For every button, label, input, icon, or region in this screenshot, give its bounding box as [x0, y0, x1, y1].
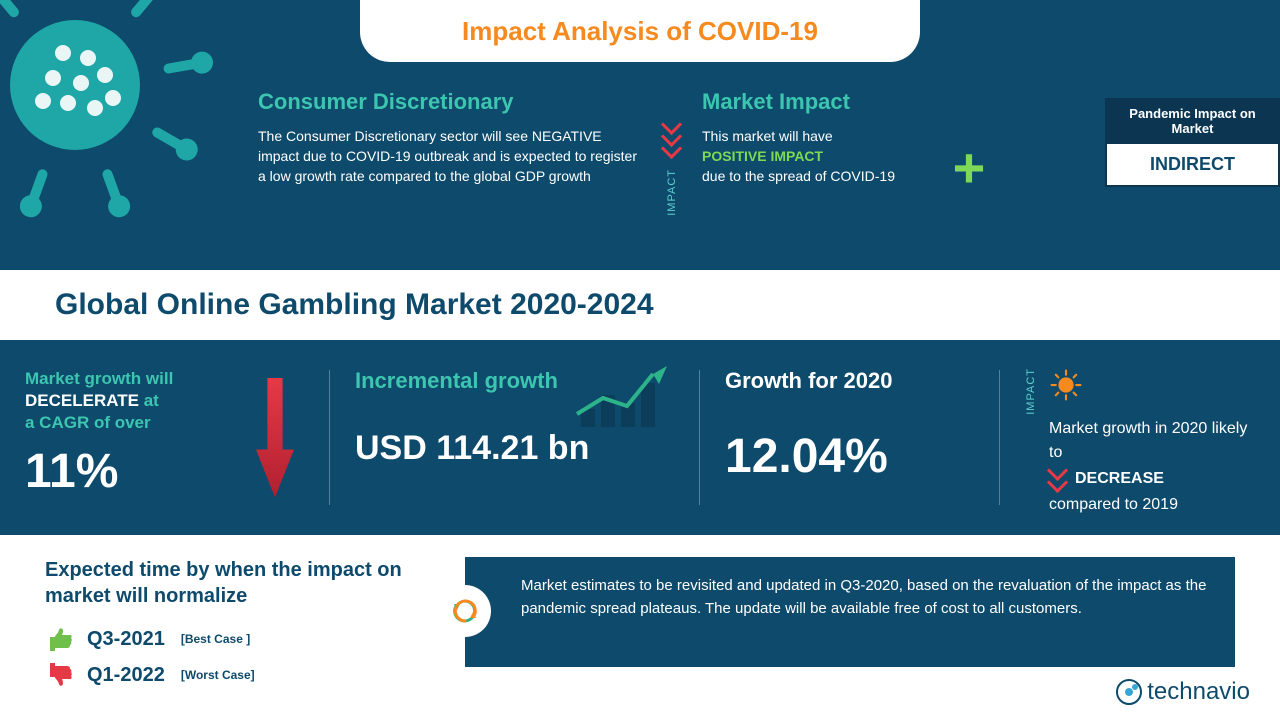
- cagr-lead: Market growth will DECELERATE at a CAGR …: [25, 368, 245, 434]
- top-band: Impact Analysis of COVID-19 Consumer Dis…: [0, 0, 1280, 270]
- worst-case-period: Q1-2022: [87, 664, 165, 687]
- market-impact-body: This market will have POSITIVE IMPACT du…: [702, 126, 916, 187]
- growth-2020-value: 12.04%: [725, 429, 975, 484]
- incremental-metric: Incremental growth USD 114.21 bn: [330, 340, 700, 535]
- bottom-band: Expected time by when the impact on mark…: [0, 535, 1280, 720]
- growth-2020-metric: Growth for 2020 12.04%: [700, 340, 1000, 535]
- plus-divider: +: [934, 78, 1004, 258]
- logo-text: technavio: [1147, 678, 1250, 706]
- virus-small-icon: [1049, 368, 1083, 402]
- worst-case-note: [Worst Case]: [181, 668, 255, 682]
- impact-2020-metric: IMPACT Marke: [1000, 340, 1280, 535]
- pandemic-impact-value: INDIRECT: [1105, 144, 1280, 187]
- impact-label: IMPACT: [666, 169, 678, 216]
- metrics-band: Market growth will DECELERATE at a CAGR …: [0, 340, 1280, 535]
- consumer-title: Consumer Discretionary: [258, 86, 642, 118]
- best-case-period: Q3-2021: [87, 628, 165, 651]
- logo-icon: [1115, 678, 1143, 706]
- update-note-text: Market estimates to be revisited and upd…: [521, 577, 1206, 617]
- growth-2020-title: Growth for 2020: [725, 368, 975, 394]
- impact-2020-body: Market growth in 2020 likely to DECREASE…: [1049, 417, 1255, 517]
- market-impact-block: Market Impact This market will have POSI…: [684, 78, 934, 258]
- best-case-row: Q3-2021 [Best Case ]: [45, 625, 435, 653]
- consumer-body: The Consumer Discretionary sector will s…: [258, 126, 642, 187]
- subtitle: Global Online Gambling Market 2020-2024: [55, 288, 654, 322]
- title-pill: Impact Analysis of COVID-19: [360, 0, 920, 62]
- main-title: Impact Analysis of COVID-19: [462, 16, 818, 47]
- cagr-value: 11%: [25, 444, 245, 499]
- chevron-down-icon: [1049, 467, 1067, 491]
- infographic-page: Impact Analysis of COVID-19 Consumer Dis…: [0, 0, 1280, 720]
- thumbs-up-icon: [45, 625, 75, 653]
- pandemic-impact-box: Pandemic Impact on Market INDIRECT: [1105, 98, 1280, 187]
- refresh-icon: [439, 585, 491, 637]
- best-case-note: [Best Case ]: [181, 632, 250, 646]
- normalize-box: Expected time by when the impact on mark…: [45, 557, 435, 698]
- update-note-box: Market estimates to be revisited and upd…: [465, 557, 1235, 667]
- consumer-discretionary-block: Consumer Discretionary The Consumer Disc…: [240, 78, 660, 258]
- subtitle-band: Global Online Gambling Market 2020-2024: [0, 270, 1280, 340]
- virus-icon: [0, 0, 205, 215]
- cagr-metric: Market growth will DECELERATE at a CAGR …: [0, 340, 330, 535]
- growth-chart-icon: [575, 362, 665, 427]
- down-arrow-icon: [245, 368, 305, 507]
- pandemic-impact-label: Pandemic Impact on Market: [1105, 98, 1280, 144]
- worst-case-row: Q1-2022 [Worst Case]: [45, 661, 435, 689]
- thumbs-down-icon: [45, 661, 75, 689]
- impact-vertical-label: IMPACT: [1025, 368, 1037, 415]
- chevron-down-icon: [663, 121, 681, 157]
- plus-icon: +: [953, 140, 986, 196]
- impact-divider-1: IMPACT: [660, 78, 684, 258]
- market-impact-title: Market Impact: [702, 86, 916, 118]
- technavio-logo: technavio: [1115, 678, 1250, 706]
- normalize-title: Expected time by when the impact on mark…: [45, 557, 435, 609]
- incremental-value: USD 114.21 bn: [355, 429, 675, 468]
